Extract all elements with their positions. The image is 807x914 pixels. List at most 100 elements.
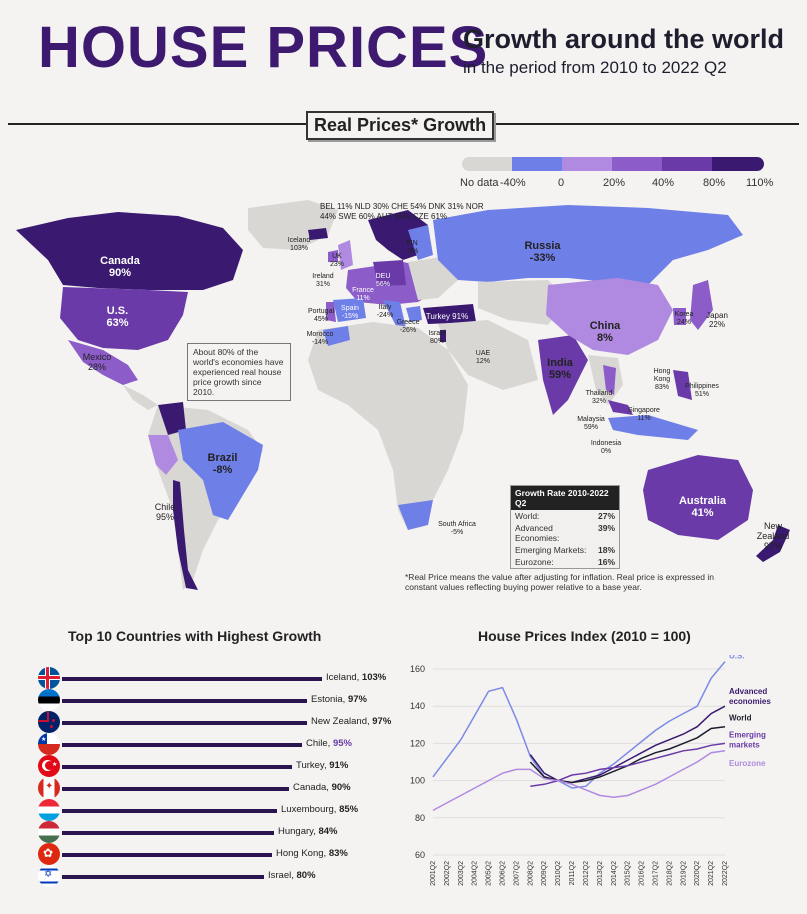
footnote: *Real Price means the value after adjust… — [405, 572, 714, 592]
map-greece — [406, 306, 422, 322]
top10-row: ✡ Israel, 80% — [38, 865, 378, 887]
map-china — [546, 278, 673, 355]
map-label-india: India 59% — [547, 357, 573, 381]
x-tick-label: 2015Q2 — [625, 861, 632, 886]
map-label-hongkong: Hong Kong 83% — [653, 368, 671, 391]
legend-label: No data — [460, 177, 499, 189]
map-thailand — [603, 365, 616, 395]
map-scandinavia — [368, 210, 428, 260]
top10-row: New Zealand, 97% — [38, 711, 391, 733]
map-label-iceland: Iceland 103% — [287, 237, 311, 252]
top10-bar — [62, 677, 322, 681]
map-portugal — [326, 302, 336, 322]
series-line-eurozone — [432, 750, 726, 812]
index-chart-title: House Prices Index (2010 = 100) — [478, 628, 691, 644]
growth-rate-box: Growth Rate 2010-2022 Q2 World: 27% Advan… — [510, 485, 620, 569]
top10-bar — [62, 787, 289, 791]
growth-rate-row: Advanced Economies: 39% — [515, 523, 615, 543]
series-label-line: Eurozone — [729, 759, 766, 768]
series-label: World — [729, 714, 752, 723]
series-label-line: Emerging — [729, 730, 766, 739]
map-central-asia — [478, 280, 568, 325]
map-italy — [383, 300, 406, 328]
y-tick-label: 120 — [410, 738, 425, 748]
x-tick-label: 2016Q2 — [639, 861, 646, 886]
map-germany — [373, 260, 406, 286]
legend-label: 0 — [558, 177, 565, 189]
legend-swatch-high — [662, 157, 712, 171]
top10-bar — [62, 699, 307, 703]
series-line-world — [529, 725, 726, 784]
series-label: Advanced economies — [729, 687, 771, 706]
top10-label: Iceland, 103% — [326, 672, 387, 683]
series-label-line: U.S. — [729, 655, 745, 661]
map-callout: About 80% of the world's economies have … — [187, 343, 291, 401]
legend-swatch-top — [712, 157, 764, 171]
series-label: Emerging markets — [729, 730, 766, 749]
page-title: HOUSE PRICES — [38, 15, 489, 80]
top10-label: Chile, 95% — [306, 738, 352, 749]
map-label-ireland: Ireland 31% — [312, 273, 334, 288]
europe-top-labels: BEL 11% NLD 30% CHE 54% DNK 31% NOR 44% … — [320, 202, 495, 222]
top10-label: Luxembourg, 85% — [281, 804, 359, 815]
x-tick-label: 2010Q2 — [555, 861, 562, 886]
map-spain — [333, 298, 366, 322]
map-label-greece: Greece -26% — [396, 319, 420, 334]
house-price-index-chart: 60 80 100 120 140 160 2001Q2 2002Q2 2003Q2 2004Q2… — [410, 655, 771, 886]
top10-row: ★ Turkey, 91% — [38, 755, 378, 777]
iceland-flag-icon — [38, 667, 60, 689]
map-label-southafrica: South Africa -5% — [438, 521, 476, 536]
legend-swatch-low — [562, 157, 612, 171]
top10-bar — [62, 853, 272, 857]
map-canada — [16, 212, 243, 290]
luxembourg-flag-icon — [38, 799, 60, 821]
map-iceland — [308, 228, 328, 240]
top10-bar — [62, 743, 302, 747]
x-tick-label: 2019Q2 — [680, 861, 687, 886]
hongkong-flag-icon: ✿ — [38, 843, 60, 865]
top10-row: Iceland, 103% — [38, 667, 386, 689]
top10-label: New Zealand, 97% — [311, 716, 392, 727]
map-label-malaysia: Malaysia 59% — [577, 416, 605, 431]
top10-row: Luxembourg, 85% — [38, 799, 378, 821]
map-chile — [173, 480, 198, 590]
map-mexico — [68, 340, 138, 385]
map-label-uk: UK 23% — [329, 253, 344, 268]
map-label-che: CHE 54% — [391, 202, 427, 211]
map-label-singapore: Singapore 11% — [628, 407, 660, 422]
map-peru — [148, 435, 178, 475]
series-label-line: economies — [729, 697, 771, 706]
x-tick-label: 2009Q2 — [541, 861, 548, 886]
map-ireland — [328, 250, 338, 262]
map-africa — [308, 322, 468, 530]
legend-label: 110% — [746, 177, 774, 189]
x-tick-label: 2012Q2 — [583, 861, 590, 886]
map-morocco — [323, 326, 350, 346]
map-label-nz: New Zealand 97% — [756, 521, 790, 551]
top10-bar — [62, 831, 274, 835]
series-label: U.S. — [729, 655, 745, 661]
map-label-fin: FIN -3% — [405, 240, 419, 255]
series-label-line: markets — [729, 740, 760, 749]
legend-swatch-neg — [512, 157, 562, 171]
series-label: Eurozone — [729, 759, 766, 768]
top10-row: Estonia, 97% — [38, 689, 378, 711]
map-russia — [433, 205, 743, 285]
map-label-philippines: Philippines 51% — [685, 383, 719, 398]
legend-label: 80% — [703, 177, 726, 189]
y-tick-label: 140 — [410, 701, 425, 711]
map-label-indonesia: Indonesia 0% — [590, 440, 622, 455]
israel-flag-icon: ✡ — [38, 865, 60, 887]
growth-rate-row: World: 27% — [515, 511, 615, 521]
estonia-flag-icon — [38, 689, 60, 711]
map-uk — [338, 240, 353, 270]
map-india — [538, 335, 588, 415]
series-line-emerging-markets — [530, 742, 726, 787]
x-tick-label: 2002Q2 — [444, 861, 451, 886]
map-south-africa — [398, 500, 433, 530]
x-tick-label: 2020Q2 — [694, 861, 701, 886]
x-tick-label: 2003Q2 — [458, 861, 465, 886]
x-tick-label: 2021Q2 — [708, 861, 715, 886]
series-line-advanced-economies — [529, 705, 726, 784]
map-indonesia — [608, 415, 698, 440]
